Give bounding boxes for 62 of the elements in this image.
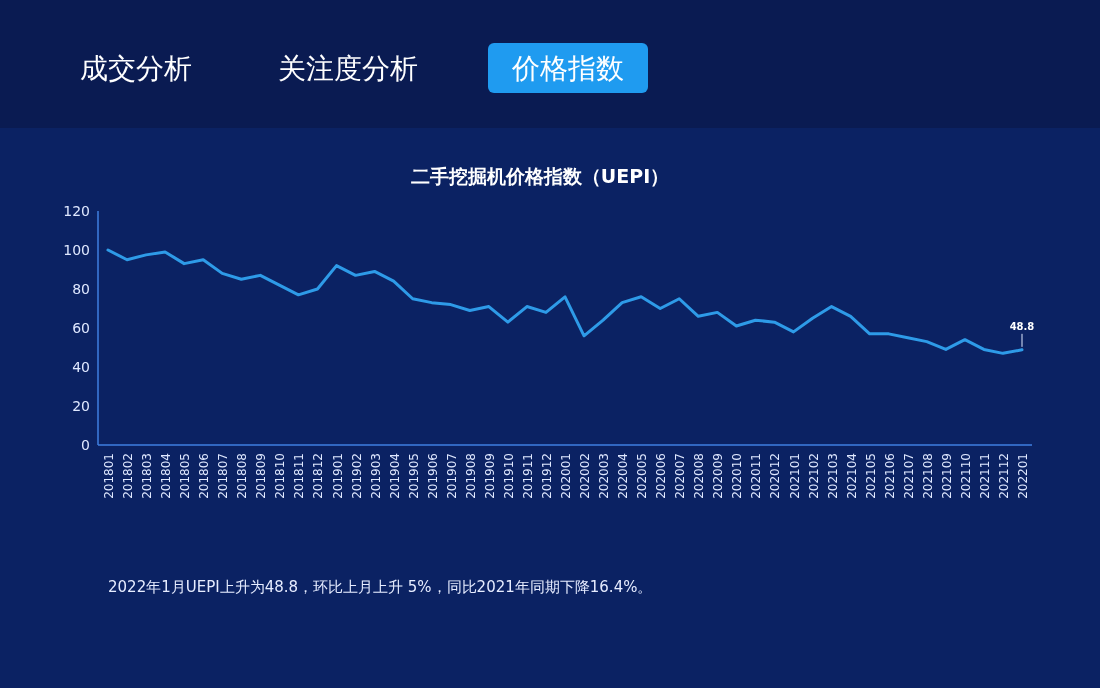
x-tick-label: 202002 <box>578 453 593 499</box>
x-tick-label: 201906 <box>425 453 440 499</box>
y-tick-label: 40 <box>72 359 90 375</box>
x-tick-label: 201909 <box>482 453 497 499</box>
x-tick-label: 202006 <box>654 453 669 499</box>
x-tick-label: 202106 <box>882 453 897 499</box>
y-tick-label: 20 <box>72 398 90 414</box>
x-tick-label: 201902 <box>349 453 364 499</box>
x-tick-label: 202103 <box>825 453 840 499</box>
x-tick-label: 202005 <box>635 453 650 499</box>
x-tick-label: 202004 <box>616 453 631 499</box>
x-tick-label: 202001 <box>559 453 573 499</box>
text: 价格指数 <box>511 52 624 85</box>
x-tick-label: 201807 <box>216 453 231 499</box>
x-tick-label: 201808 <box>235 453 250 499</box>
x-tick-label: 202011 <box>749 453 764 499</box>
text: 成交分析 <box>80 52 192 85</box>
x-tick-label: 201905 <box>406 453 421 499</box>
x-tick-label: 202109 <box>939 453 954 499</box>
x-tick-label: 201911 <box>520 453 535 499</box>
x-tick-label: 201910 <box>501 453 516 499</box>
x-tick-label: 202108 <box>920 453 935 499</box>
x-tick-label: 202010 <box>730 453 745 499</box>
data-label: 48.8 <box>1009 320 1035 332</box>
x-tick-label: 202003 <box>597 453 612 499</box>
x-tick-label: 202104 <box>844 453 859 499</box>
x-tick-label: 202008 <box>692 453 707 499</box>
x-tick-label: 202201 <box>1016 453 1030 499</box>
x-tick-label: 202105 <box>863 453 878 499</box>
x-tick-label: 201812 <box>311 453 326 499</box>
x-tick-label: 202007 <box>673 453 688 499</box>
y-tick-label: 120 <box>63 203 90 219</box>
x-tick-label: 201803 <box>140 453 155 499</box>
text: 关注度分析 <box>278 52 418 85</box>
y-tick-label: 80 <box>72 281 90 297</box>
x-tick-label: 201805 <box>178 453 193 499</box>
x-tick-label: 202101 <box>787 453 802 499</box>
x-tick-label: 202112 <box>996 453 1011 499</box>
x-tick-label: 201801 <box>102 453 116 499</box>
x-tick-label: 202102 <box>806 453 821 499</box>
x-tick-label: 202107 <box>901 453 916 499</box>
x-tick-label: 201912 <box>539 453 554 499</box>
x-tick-label: 201804 <box>159 453 174 499</box>
x-tick-label: 201810 <box>273 453 288 499</box>
x-tick-label: 202111 <box>977 453 992 499</box>
x-tick-label: 201901 <box>330 453 345 499</box>
y-tick-label: 0 <box>81 437 90 453</box>
x-tick-label: 201806 <box>197 453 212 499</box>
x-tick-label: 202009 <box>711 453 726 499</box>
y-tick-label: 100 <box>63 242 90 258</box>
text: 2022年1月UEPI上升为48.8，环比上月上升 5%，同比2021年同期下降16.4%。 <box>108 578 653 596</box>
x-tick-label: 201809 <box>254 453 269 499</box>
x-tick-label: 202110 <box>958 453 973 499</box>
y-tick-label: 60 <box>72 320 90 336</box>
x-tick-label: 201907 <box>444 453 459 499</box>
x-tick-label: 201908 <box>463 453 478 499</box>
x-tick-label: 201802 <box>121 453 136 499</box>
x-tick-label: 201811 <box>292 453 307 499</box>
x-tick-label: 201904 <box>387 453 402 499</box>
chart-title: 二手挖掘机价格指数（UEPI） <box>410 165 670 187</box>
x-tick-label: 201903 <box>368 453 383 499</box>
x-tick-label: 202012 <box>768 453 783 499</box>
